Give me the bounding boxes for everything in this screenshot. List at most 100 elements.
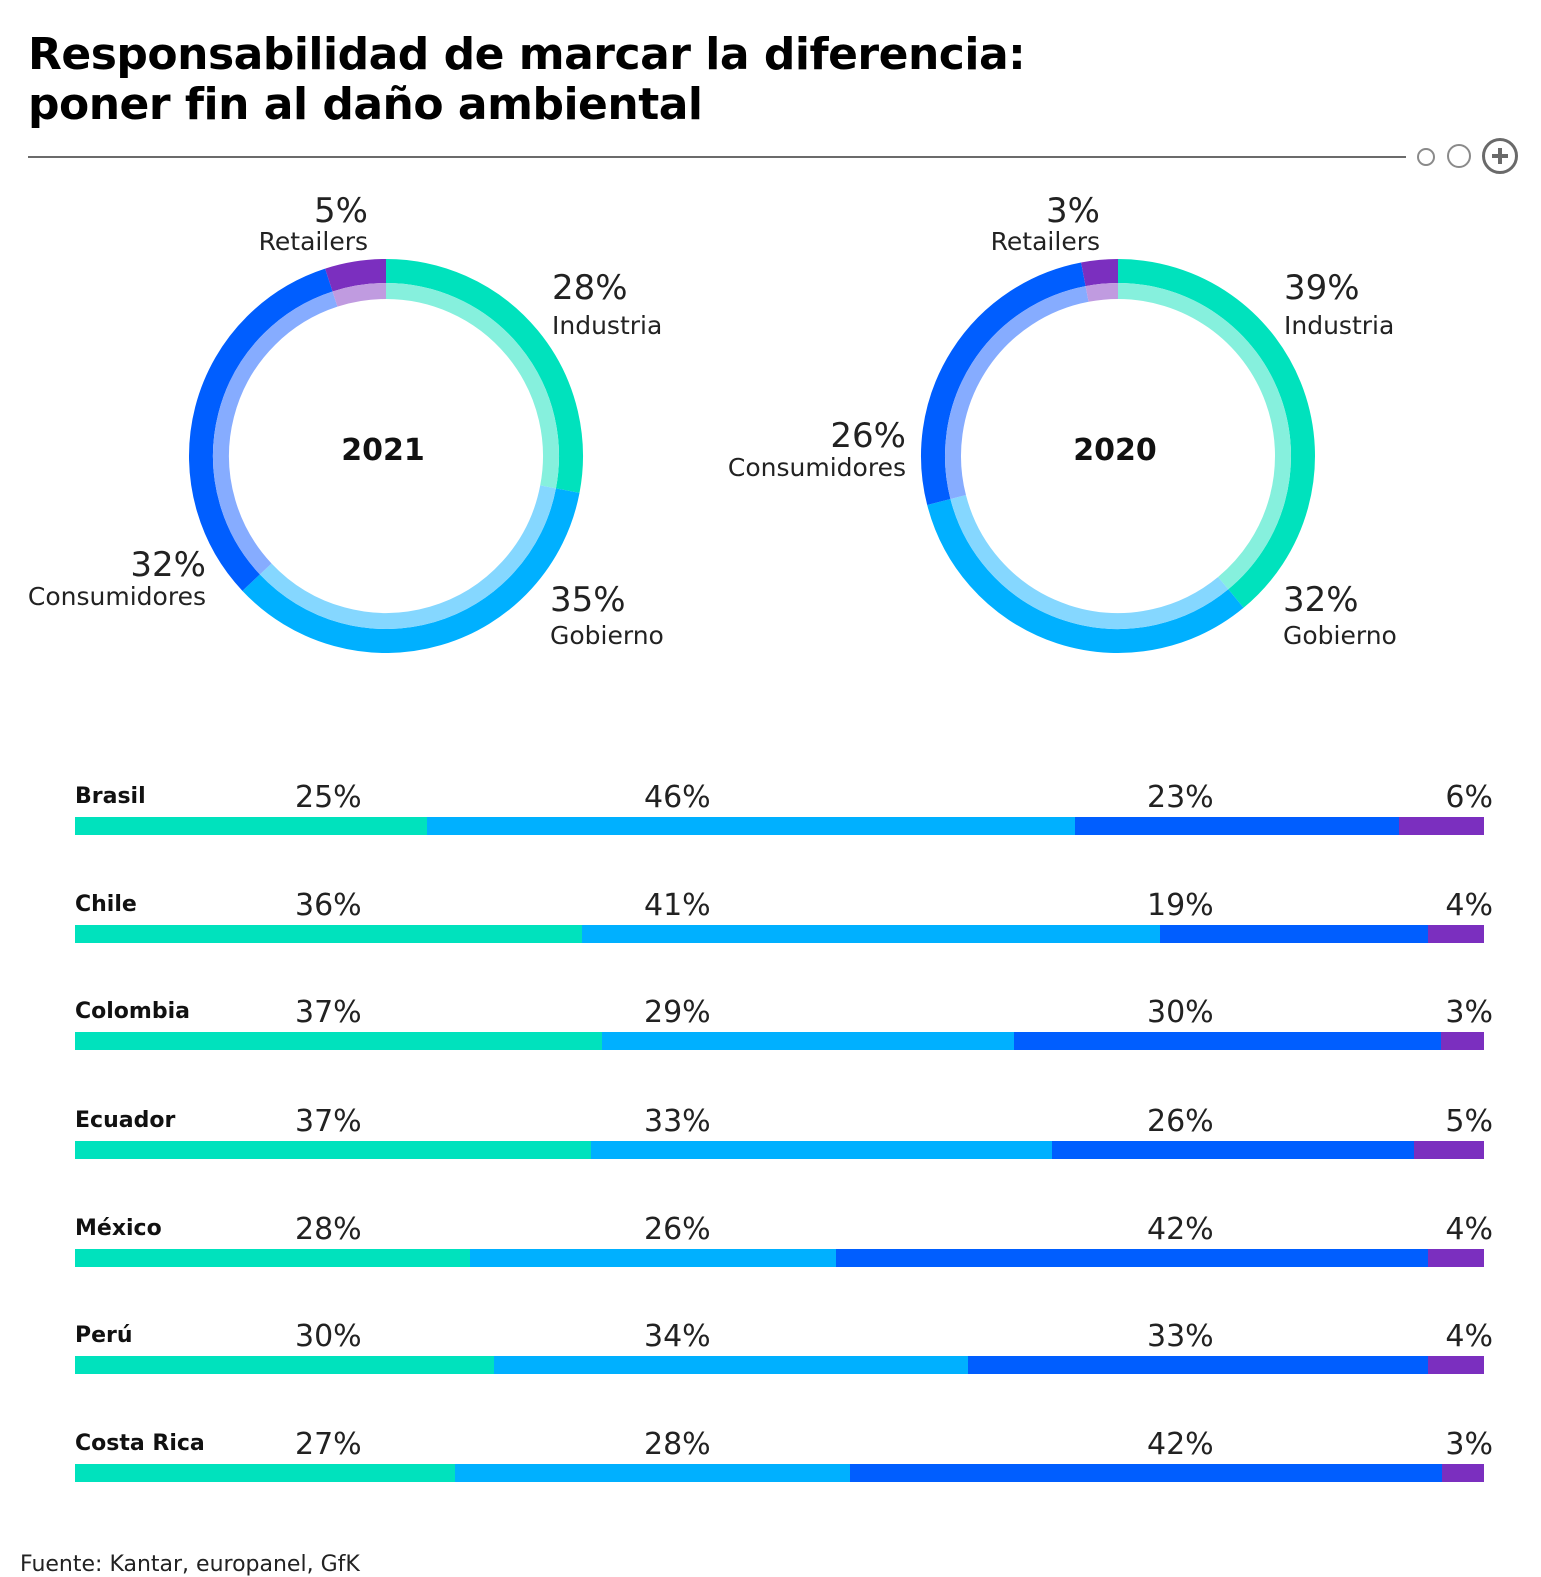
bar-value-label-retailers: 4% xyxy=(1445,1212,1493,1247)
donut-2021-slice-industria xyxy=(385,259,583,493)
bar-value-label-industria: 37% xyxy=(295,995,362,1030)
bar-segment-industria xyxy=(75,1464,456,1482)
bar-track xyxy=(75,1464,1484,1482)
donut-2021-center-label: 2021 xyxy=(341,433,425,468)
bar-segment-gobierno xyxy=(493,1356,968,1374)
bar-value-label-retailers: 6% xyxy=(1445,780,1493,815)
bar-value-label-industria: 36% xyxy=(295,888,362,923)
donut-charts: 28%Industria35%Gobierno32%Consumidores5%… xyxy=(28,191,1397,653)
bar-value-label-industria: 30% xyxy=(295,1319,362,1354)
bar-segment-gobierno xyxy=(427,817,1076,835)
bar-value-label-industria: 27% xyxy=(295,1427,362,1462)
bar-track xyxy=(75,1249,1484,1267)
bar-value-label-retailers: 4% xyxy=(1445,1319,1493,1354)
bar-value-label-industria: 25% xyxy=(295,780,362,815)
donut-2020-slice-consumidores xyxy=(921,262,1086,505)
donut-2021-slice-retailers xyxy=(325,259,387,292)
bar-segment-consumidores xyxy=(849,1464,1442,1482)
bar-segment-consumidores xyxy=(1159,925,1428,943)
donut-2021-pct-retailers: 5% xyxy=(314,191,368,231)
donut-2020-slice-industria xyxy=(1117,259,1315,608)
bar-segment-retailers xyxy=(1399,817,1484,835)
bar-track xyxy=(75,817,1484,835)
donut-2020-inner-gobierno xyxy=(950,495,1229,629)
donut-2021-slice-consumidores xyxy=(189,268,333,591)
bar-category-label: Costa Rica xyxy=(75,1431,205,1456)
bar-value-label-industria: 28% xyxy=(295,1212,362,1247)
bar-category-label: Chile xyxy=(75,892,137,917)
bar-value-label-gobierno: 33% xyxy=(644,1104,711,1139)
bar-segment-industria xyxy=(75,1249,470,1267)
bar-segment-consumidores xyxy=(1075,817,1400,835)
bar-category-label: México xyxy=(75,1216,162,1241)
source-note: Fuente: Kantar, europanel, GfK xyxy=(20,1552,360,1577)
donut-2021-inner-consumidores xyxy=(213,291,338,575)
bar-category-label: Colombia xyxy=(75,999,190,1024)
donut-2021-label-gobierno: Gobierno xyxy=(550,621,664,650)
bar-value-label-gobierno: 46% xyxy=(644,780,711,815)
bar-segment-retailers xyxy=(1414,1141,1484,1159)
bar-segment-consumidores xyxy=(967,1356,1429,1374)
bar-segment-gobierno xyxy=(455,1464,850,1482)
page-title: Responsabilidad de marcar la diferencia:… xyxy=(28,30,1228,130)
bar-segment-industria xyxy=(75,1141,592,1159)
bar-category-label: Ecuador xyxy=(75,1108,176,1133)
small-circle-icon[interactable] xyxy=(1417,148,1435,166)
bar-value-label-consumidores: 23% xyxy=(1147,780,1214,815)
bar-value-label-consumidores: 42% xyxy=(1147,1212,1214,1247)
bar-value-label-consumidores: 26% xyxy=(1147,1104,1214,1139)
bar-segment-gobierno xyxy=(591,1141,1052,1159)
bar-segment-gobierno xyxy=(582,925,1160,943)
bar-value-label-industria: 37% xyxy=(295,1104,362,1139)
donut-2020-inner-consumidores xyxy=(945,286,1089,500)
donut-2020-label-consumidores: Consumidores xyxy=(728,453,906,482)
bar-segment-gobierno xyxy=(601,1032,1015,1050)
donut-2020-inner-retailers xyxy=(1085,283,1119,302)
donut-2020-label-gobierno: Gobierno xyxy=(1283,621,1397,650)
bar-value-label-retailers: 4% xyxy=(1445,888,1493,923)
header-divider xyxy=(28,156,1406,158)
bar-row: Brasil 25% 46% 23% 6% xyxy=(0,780,1541,880)
bar-segment-gobierno xyxy=(469,1249,836,1267)
bar-category-label: Brasil xyxy=(75,784,146,809)
donut-2021-inner-industria xyxy=(385,283,559,489)
bar-segment-industria xyxy=(75,1356,494,1374)
title-line-1: Responsabilidad de marcar la diferencia: xyxy=(28,29,1026,80)
donut-2021-inner-gobierno xyxy=(259,485,556,629)
bar-value-label-consumidores: 33% xyxy=(1147,1319,1214,1354)
bar-track xyxy=(75,1032,1484,1050)
donut-2021-pct-industria: 28% xyxy=(552,268,628,308)
bar-segment-consumidores xyxy=(1051,1141,1415,1159)
donut-2020-pct-gobierno: 32% xyxy=(1283,580,1359,620)
bar-row: Ecuador 37% 33% 26% 5% xyxy=(0,1104,1541,1204)
bar-row: Perú 30% 34% 33% 4% xyxy=(0,1319,1541,1419)
donut-2021-pct-consumidores: 32% xyxy=(130,545,206,585)
bar-track xyxy=(75,1356,1484,1374)
plus-icon[interactable] xyxy=(1482,138,1518,174)
donut-2020-pct-retailers: 3% xyxy=(1046,191,1100,231)
donut-2020-slice-gobierno xyxy=(927,499,1244,653)
bar-track xyxy=(75,925,1484,943)
bar-segment-consumidores xyxy=(835,1249,1428,1267)
donut-2021-slice-gobierno xyxy=(242,488,580,653)
bar-segment-retailers xyxy=(1428,1356,1484,1374)
bar-value-label-retailers: 3% xyxy=(1445,1427,1493,1462)
donut-2020-slice-retailers xyxy=(1081,259,1119,287)
bar-value-label-gobierno: 28% xyxy=(644,1427,711,1462)
bar-segment-industria xyxy=(75,817,428,835)
bar-value-label-retailers: 3% xyxy=(1445,995,1493,1030)
donut-2021-inner-retailers xyxy=(332,283,387,307)
donut-2020-pct-industria: 39% xyxy=(1284,268,1360,308)
bar-segment-retailers xyxy=(1441,1464,1484,1482)
bar-track xyxy=(75,1141,1484,1159)
bar-segment-retailers xyxy=(1427,925,1484,943)
circle-icon[interactable] xyxy=(1447,144,1471,168)
donut-2020-center-label: 2020 xyxy=(1073,433,1157,468)
bar-value-label-gobierno: 26% xyxy=(644,1212,711,1247)
bar-value-label-consumidores: 19% xyxy=(1147,888,1214,923)
bar-segment-industria xyxy=(75,925,583,943)
bar-category-label: Perú xyxy=(75,1323,133,1348)
bar-value-label-gobierno: 34% xyxy=(644,1319,711,1354)
donut-2020-pct-consumidores: 26% xyxy=(830,416,906,456)
bar-row: México 28% 26% 42% 4% xyxy=(0,1212,1541,1312)
